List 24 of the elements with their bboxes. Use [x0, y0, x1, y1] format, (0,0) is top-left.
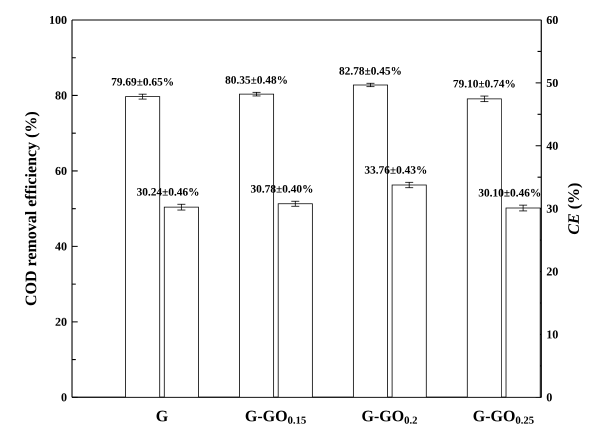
bar: [506, 208, 541, 398]
y2-tick-label: 20: [546, 267, 558, 276]
data-label: 82.78±0.45%: [339, 67, 401, 75]
y2-tick-label: 30: [546, 204, 558, 213]
y2-axis-title: CE (%): [568, 183, 582, 234]
y2-tick-label: 10: [547, 330, 558, 338]
data-label: 79.69±0.65%: [112, 78, 174, 86]
y2-tick-label: 0: [546, 393, 552, 402]
y-tick-label: 100: [50, 16, 67, 24]
x-tick-label: G: [156, 410, 168, 422]
y-tick-label: 0: [61, 393, 67, 402]
x-tick-label: G-GO$_{0.2}$: [362, 410, 418, 424]
x-tick-label: G-GO$_{0.15}$: [246, 410, 306, 424]
y-tick-label: 80: [55, 91, 67, 100]
y-tick-label: 20: [56, 318, 67, 326]
y2-tick-label: 60: [546, 16, 558, 24]
y-tick-label: 40: [55, 242, 67, 250]
y-axis-title: COD removal efficiency (%): [24, 112, 40, 306]
x-tick-label: G-GO$_{0.25}$: [474, 410, 534, 424]
y2-tick-label: 40: [546, 142, 558, 150]
data-label: 80.35±0.48%: [225, 76, 287, 84]
y-tick-label: 60: [55, 166, 67, 175]
y2-tick-label: 50: [546, 78, 558, 87]
data-label: 79.10±0.74%: [454, 80, 515, 88]
